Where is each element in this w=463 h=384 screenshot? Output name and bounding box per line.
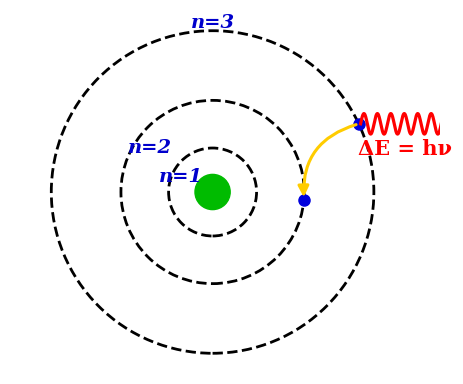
Text: n=2: n=2 — [128, 139, 172, 157]
Circle shape — [194, 174, 230, 210]
Text: ΔE = hν: ΔE = hν — [357, 139, 451, 159]
Text: n=3: n=3 — [190, 14, 234, 32]
Text: n=1: n=1 — [159, 168, 203, 186]
